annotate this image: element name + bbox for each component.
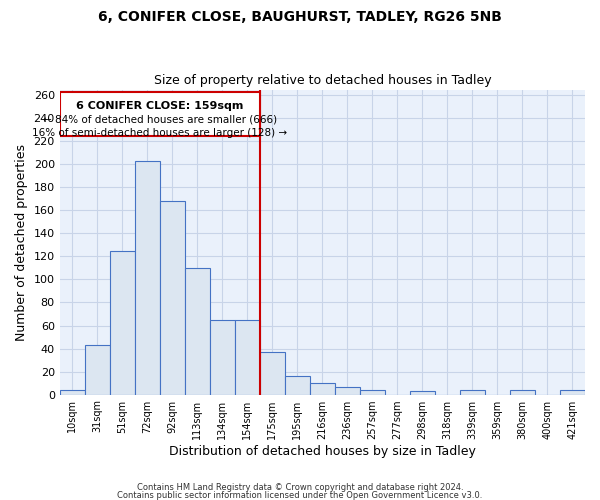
Bar [210, 320, 235, 394]
Bar [335, 386, 360, 394]
Bar [310, 383, 335, 394]
Bar [59, 92, 260, 136]
Bar [285, 376, 310, 394]
Text: Contains HM Land Registry data © Crown copyright and database right 2024.: Contains HM Land Registry data © Crown c… [137, 484, 463, 492]
Bar [160, 201, 185, 394]
Bar [260, 352, 285, 395]
Text: Contains public sector information licensed under the Open Government Licence v3: Contains public sector information licen… [118, 490, 482, 500]
Bar [59, 390, 85, 394]
Bar [185, 268, 210, 394]
Text: ← 84% of detached houses are smaller (666): ← 84% of detached houses are smaller (66… [43, 115, 277, 125]
X-axis label: Distribution of detached houses by size in Tadley: Distribution of detached houses by size … [169, 444, 476, 458]
Text: 16% of semi-detached houses are larger (128) →: 16% of semi-detached houses are larger (… [32, 128, 287, 138]
Bar [510, 390, 535, 394]
Bar [85, 345, 110, 395]
Bar [410, 391, 435, 394]
Y-axis label: Number of detached properties: Number of detached properties [15, 144, 28, 340]
Bar [235, 320, 260, 394]
Bar [460, 390, 485, 394]
Bar [110, 250, 135, 394]
Text: 6 CONIFER CLOSE: 159sqm: 6 CONIFER CLOSE: 159sqm [76, 101, 244, 111]
Title: Size of property relative to detached houses in Tadley: Size of property relative to detached ho… [154, 74, 491, 87]
Bar [135, 161, 160, 394]
Bar [560, 390, 585, 394]
Bar [360, 390, 385, 394]
Text: 6, CONIFER CLOSE, BAUGHURST, TADLEY, RG26 5NB: 6, CONIFER CLOSE, BAUGHURST, TADLEY, RG2… [98, 10, 502, 24]
